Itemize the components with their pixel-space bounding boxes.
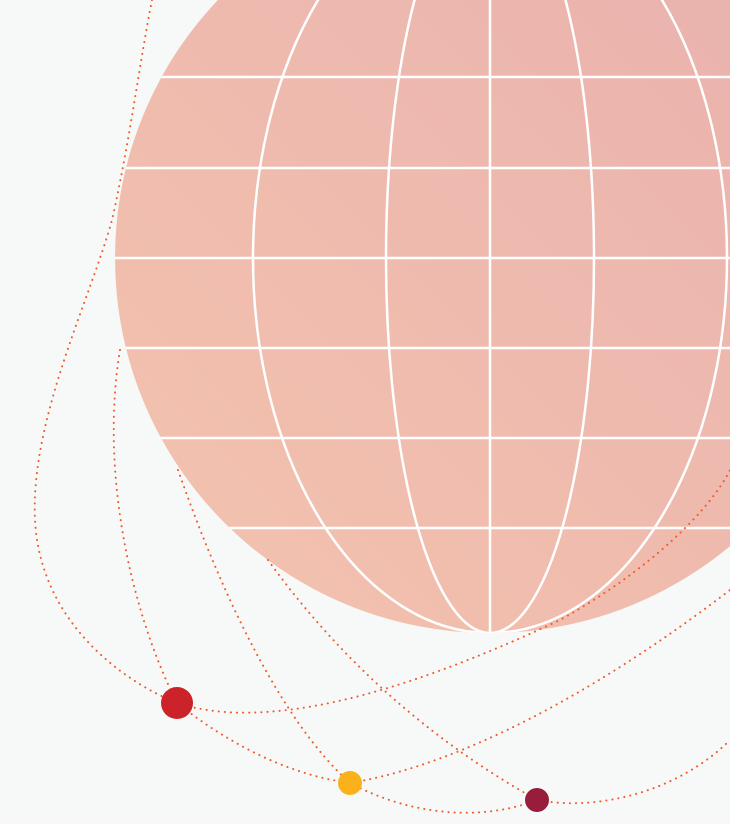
- dotted-orbit-path: [267, 559, 730, 805]
- orbit-paths: [33, 0, 730, 814]
- longitude-line: [251, 0, 729, 633]
- globe-sphere: [115, 0, 730, 633]
- red-node-icon: [161, 687, 193, 719]
- longitude-line: [384, 0, 596, 633]
- dotted-orbit-path: [33, 0, 178, 704]
- dotted-orbit-path: [176, 469, 730, 714]
- globe-icon: [115, 0, 730, 633]
- maroon-node-icon: [525, 788, 549, 812]
- yellow-node-icon: [338, 771, 362, 795]
- dotted-orbit-path: [176, 589, 730, 785]
- dotted-orbit-path: [112, 349, 178, 704]
